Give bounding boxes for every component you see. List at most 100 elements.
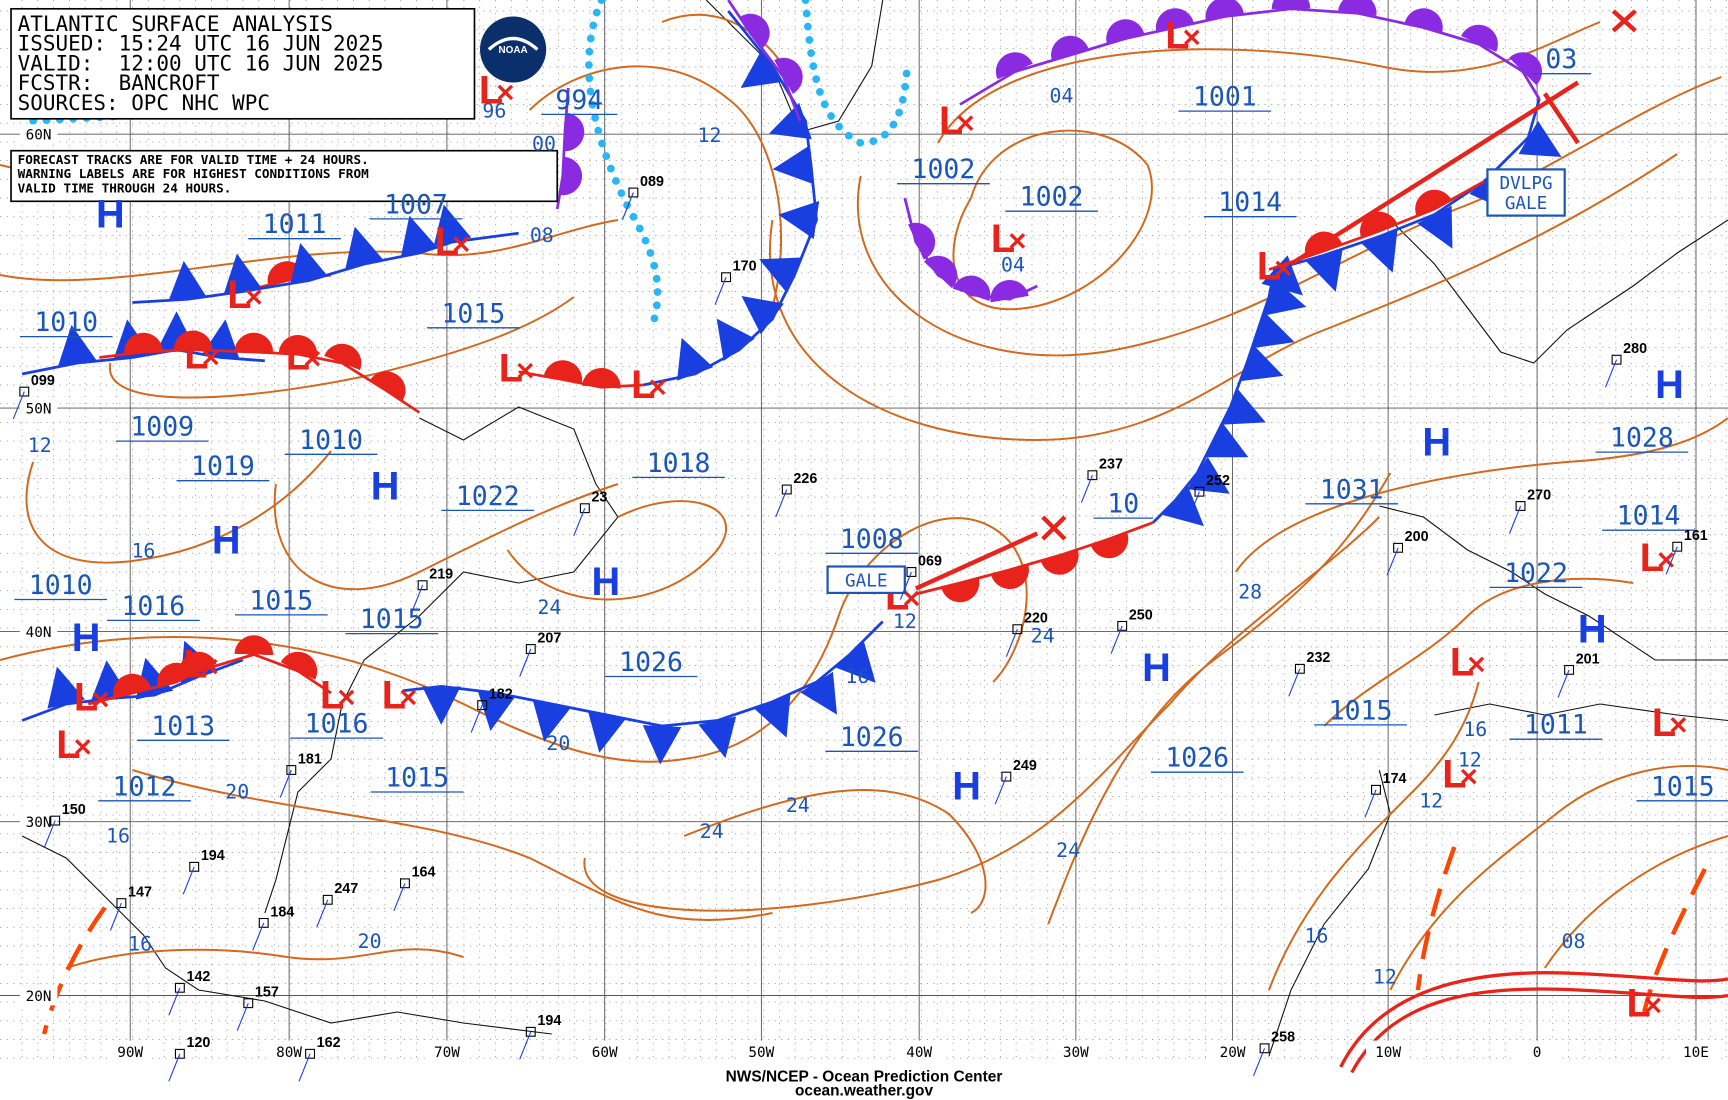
station-pressure: 164 [412,865,436,881]
isobar-label: 12 [893,610,917,633]
warm-front [518,360,644,389]
isobar-label: 24 [538,596,562,619]
station-mark [19,386,30,397]
wind-barb [1187,491,1200,520]
low-center: L [382,673,406,717]
pressure-label: 1009 [130,412,194,443]
isobar-label: 96 [482,100,506,123]
station-pressure: 194 [537,1013,561,1029]
wind-barb [168,987,181,1016]
isobar-label: 12 [1419,789,1443,812]
pressure-label: 1026 [1165,743,1229,774]
low-center: L [435,220,459,264]
header-line: ATLANTIC SURFACE ANALYSIS [18,12,333,36]
header-line: VALID: 12:00 UTC 16 JUN 2025 [18,51,384,75]
isobar-label: 12 [1458,749,1482,772]
station-pressure: 174 [1383,771,1407,787]
station-mark [1294,663,1305,674]
isobar [25,450,332,564]
lat-label-box [19,621,58,642]
footer-line: ocean.weather.gov [795,1083,933,1100]
pressure-label: 03 [1545,44,1577,75]
low-center-mark [202,349,219,366]
pressure-label: 1010 [29,570,93,601]
lon-label-box [1053,1040,1098,1063]
station-mark [1012,624,1023,635]
lon-label-box [582,1040,627,1063]
isobar-label: 20 [358,930,382,953]
station-pressure: 270 [1527,487,1551,503]
lon-label-box [1210,1040,1255,1063]
lat-label-box [19,124,58,145]
lat-label-box [19,811,58,832]
station-mark [50,815,61,826]
logo-text: NOAA [498,45,527,56]
station-pressure: 181 [298,751,322,767]
station-pressure: 150 [62,802,86,818]
isobar [1268,681,1480,991]
station-pressure: 237 [1099,457,1123,473]
station-pressure: 207 [537,630,561,646]
isobar-label: 16 [131,540,155,563]
station-pressure: 23 [591,490,607,506]
station-pressure: 258 [1271,1030,1295,1046]
lon-label: 70W [434,1045,460,1061]
pressure-label: 1008 [840,524,904,555]
low-center-mark [1183,29,1200,46]
lon-label: 10E [1683,1045,1709,1061]
isobar-label: 24 [700,820,724,843]
station-pressure: 252 [1206,473,1230,489]
wind-barb [1253,1048,1266,1077]
low-center: L [1442,753,1466,797]
track [1542,92,1580,145]
pressure-label: 1015 [249,585,313,616]
track [1289,80,1580,266]
station-pressure: 089 [640,174,664,190]
high-center: H [96,193,125,237]
wind-barb [316,899,329,928]
lon-label: 0 [1533,1045,1542,1061]
low-center-mark [453,236,470,252]
pressure-label: 10 [1107,489,1139,520]
wind-barb [393,883,406,912]
station-mark [781,484,792,495]
coastline [21,835,552,1035]
notice-line: WARNING LABELS ARE FOR HIGHEST CONDITION… [18,166,369,181]
pressure-label: 1026 [619,647,683,678]
trough [1641,868,1707,1013]
coastline [1268,769,1391,1057]
isobar-label: 20 [546,732,570,755]
header-frame [10,7,476,120]
low-center-mark [1645,997,1661,1014]
lon-label: 40W [906,1045,932,1061]
station-mark [286,765,297,775]
low-center: L [286,335,310,379]
low-center: L [56,723,80,767]
high-center: H [371,464,400,508]
isobar-label: 16 [845,665,869,688]
lon-label: 60W [592,1045,618,1061]
lon-label-box [1366,1040,1411,1063]
isobar [583,516,1381,912]
low-center: L [991,217,1015,261]
station-pressure: 201 [1576,651,1600,667]
low-center: L [1640,536,1664,580]
isobar-label: 24 [1031,624,1055,647]
low-center: L [499,347,523,391]
trough [1415,846,1457,991]
cold-front [402,620,884,765]
pressure-label: 994 [555,85,603,116]
wind-barb [1080,474,1093,503]
isobar [65,948,464,969]
station-pressure: 182 [489,687,513,703]
station-mark [1194,486,1205,497]
pressure-label: 1014 [1218,187,1282,218]
lat-label: 30N [26,815,52,831]
wind-barb [1605,359,1618,388]
lat-label-box [19,398,58,418]
station-pressure: 200 [1405,529,1429,545]
lon-label-box [739,1040,784,1063]
lon-label: 10W [1375,1045,1401,1061]
lon-label: 30W [1063,1045,1089,1061]
